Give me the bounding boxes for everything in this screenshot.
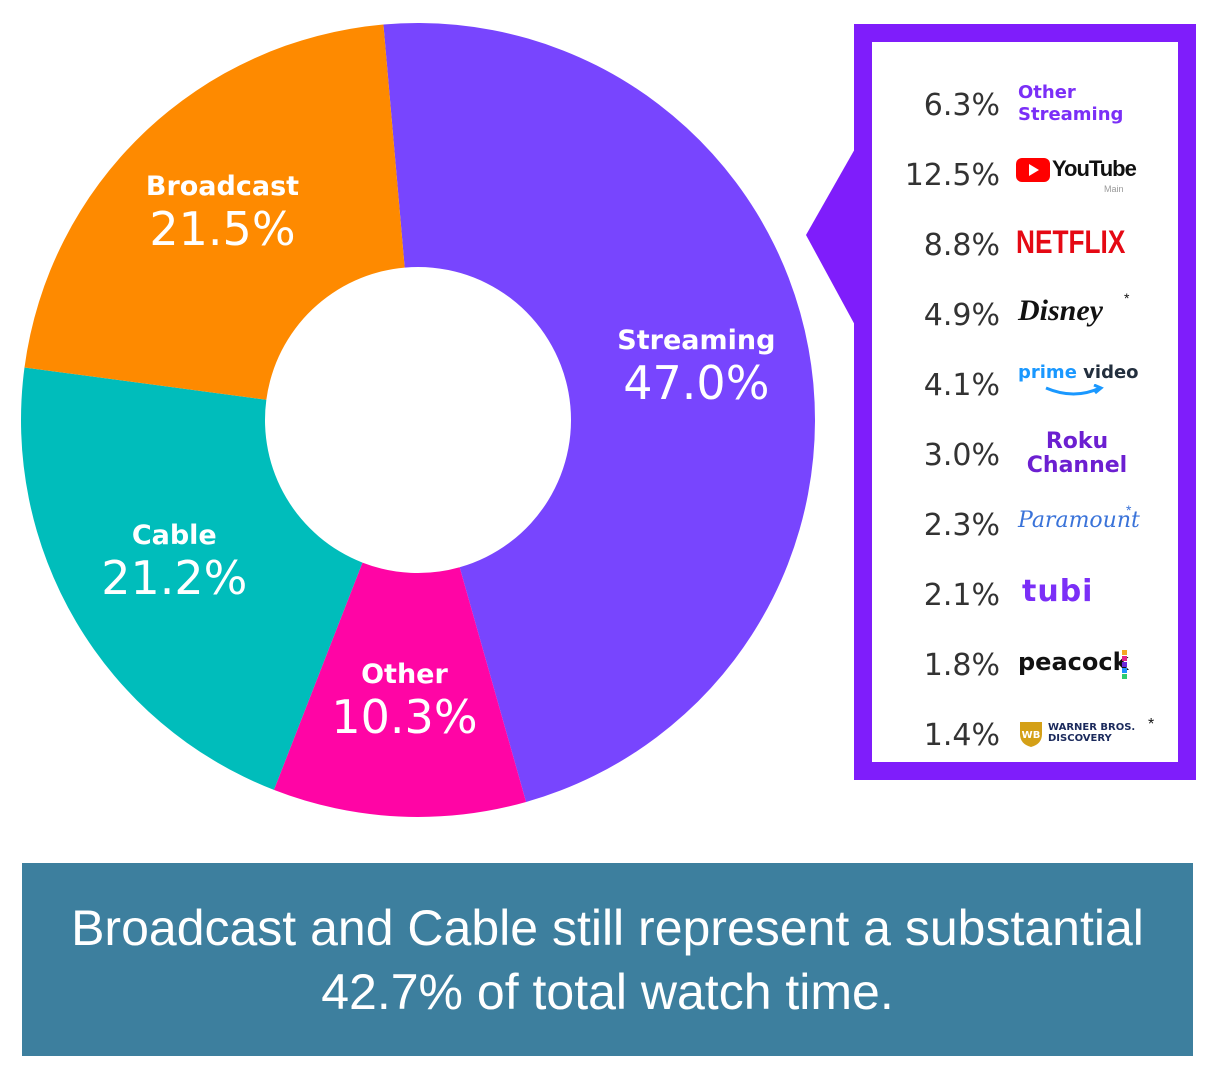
legend-value: 12.5%	[904, 158, 1000, 193]
slice-value: 21.2%	[101, 550, 248, 605]
legend-row: 8.8% NETFLIX	[872, 218, 1178, 274]
netflix-logo: NETFLIX	[1016, 224, 1126, 260]
youtube-logo: YouTube Main	[1014, 148, 1164, 204]
peacock-logo: peacock	[1014, 638, 1164, 694]
slice-value: 10.3%	[331, 689, 478, 744]
slice-streaming	[383, 23, 815, 803]
disney-logo: Disney *	[1018, 290, 1130, 327]
legend-row: 6.3% Other Streaming	[872, 78, 1178, 134]
svg-text:WB: WB	[1022, 730, 1041, 741]
legend-value: 1.8%	[923, 648, 1000, 683]
slice-name: Cable	[131, 519, 217, 551]
legend-row: 4.9% Disney *	[872, 288, 1178, 344]
legend-value: 4.1%	[923, 368, 1000, 403]
slice-label-cable: Cable 21.2%	[101, 520, 247, 604]
callout-pointer	[806, 147, 856, 327]
legend-row: 4.1% prime video	[872, 358, 1178, 414]
slice-label-streaming: Streaming 47.0%	[617, 325, 775, 409]
streaming-breakdown-panel: 6.3% Other Streaming 12.5% YouTube Main 8.8%…	[854, 24, 1196, 780]
legend-row: 2.1% tubi	[872, 568, 1178, 624]
paramount-logo: Paramount *	[1018, 502, 1140, 533]
legend-value: 4.9%	[923, 298, 1000, 333]
caption-text: Broadcast and Cable still represent a su…	[71, 899, 1144, 1020]
legend-value: 1.4%	[923, 718, 1000, 753]
caption-banner: Broadcast and Cable still represent a su…	[22, 863, 1193, 1056]
legend-value: 2.1%	[923, 578, 1000, 613]
legend-row: 12.5% YouTube Main	[872, 148, 1178, 204]
slice-name: Streaming	[617, 324, 776, 356]
legend-row: 1.4% WB WARNER BROS. DISCOVERY *	[872, 708, 1178, 764]
legend-value: 3.0%	[923, 438, 1000, 473]
slice-label-other: Other 10.3%	[331, 659, 477, 743]
slice-value: 47.0%	[623, 355, 770, 410]
slice-label-broadcast: Broadcast 21.5%	[146, 171, 299, 255]
legend-row: 1.8% peacock	[872, 638, 1178, 694]
tubi-logo: tubi	[1022, 574, 1094, 609]
slice-value: 21.5%	[149, 202, 296, 257]
legend-row: 2.3% Paramount *	[872, 498, 1178, 554]
legend-row: 3.0% Roku Channel	[872, 428, 1178, 484]
warner-bros-discovery-logo: WB WARNER BROS. DISCOVERY *	[1014, 708, 1164, 764]
legend-value: 6.3%	[923, 88, 1000, 123]
slice-cable	[20, 367, 363, 790]
donut-chart	[20, 23, 815, 817]
other-streaming-logo: Other Streaming	[1018, 82, 1124, 125]
slice-other	[273, 562, 527, 817]
slice-name: Other	[361, 658, 448, 690]
legend-value: 8.8%	[923, 228, 1000, 263]
legend-value: 2.3%	[923, 508, 1000, 543]
slice-broadcast	[24, 24, 405, 400]
roku-channel-logo: Roku Channel	[1026, 429, 1128, 478]
prime-video-logo: prime video	[1014, 358, 1164, 414]
slice-name: Broadcast	[145, 171, 300, 203]
